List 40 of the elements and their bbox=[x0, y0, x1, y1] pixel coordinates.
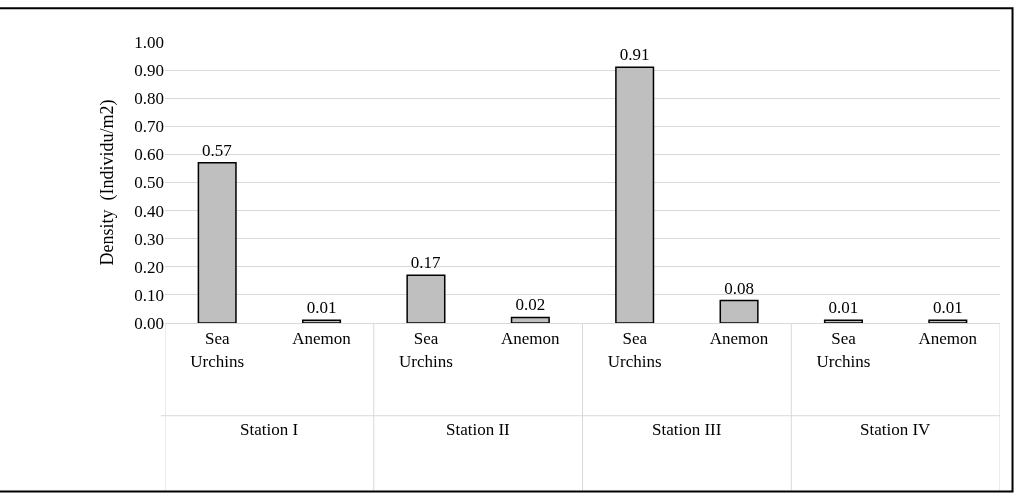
y-tick-label: 1.00 bbox=[134, 32, 164, 52]
bar bbox=[406, 274, 446, 323]
x-tick-label: Sea Urchins bbox=[399, 329, 453, 371]
bar bbox=[197, 162, 237, 323]
y-axis-title: Density (Individu/m2) bbox=[97, 99, 119, 266]
x-tick-label: Anemon bbox=[918, 329, 978, 349]
data-label: 0.08 bbox=[724, 278, 754, 298]
x-tick-label: Anemon bbox=[292, 329, 352, 349]
y-tick-label: 0.80 bbox=[134, 89, 164, 109]
data-label: 0.17 bbox=[410, 253, 442, 273]
x-tick-label: Anemon bbox=[709, 329, 769, 349]
data-label: 0.57 bbox=[202, 140, 233, 160]
y-tick-label: 0.00 bbox=[134, 313, 164, 333]
data-label: 0.91 bbox=[619, 45, 650, 65]
data-label: 0.01 bbox=[306, 298, 337, 318]
x-tick-label: Anemon bbox=[501, 329, 561, 349]
y-tick-label: 0.70 bbox=[134, 117, 164, 137]
y-tick-label: 0.20 bbox=[134, 257, 164, 277]
y-tick-label: 0.40 bbox=[134, 201, 164, 221]
text: Station II bbox=[446, 420, 511, 439]
y-tick-label: 0.90 bbox=[134, 61, 164, 81]
data-label: 0.02 bbox=[515, 295, 546, 315]
bar bbox=[510, 316, 550, 323]
x-tick-label: Sea Urchins bbox=[190, 329, 245, 371]
y-tick-label: 0.50 bbox=[134, 173, 164, 193]
bar bbox=[719, 299, 759, 323]
bar bbox=[823, 319, 863, 323]
bar bbox=[928, 319, 968, 323]
x-tick-label: Sea Urchins bbox=[607, 329, 662, 371]
y-tick-label: 0.10 bbox=[134, 285, 164, 305]
bar bbox=[615, 66, 655, 323]
text: Station IV bbox=[860, 420, 932, 439]
y-tick-label: 0.60 bbox=[134, 145, 164, 165]
data-label: 0.01 bbox=[932, 298, 963, 318]
bar bbox=[302, 319, 342, 323]
x-tick-label: Sea Urchins bbox=[816, 329, 871, 371]
y-tick-label: 0.30 bbox=[134, 229, 164, 249]
text: Station I bbox=[240, 420, 299, 439]
text: Station III bbox=[652, 420, 722, 439]
data-label: 0.01 bbox=[828, 298, 859, 318]
